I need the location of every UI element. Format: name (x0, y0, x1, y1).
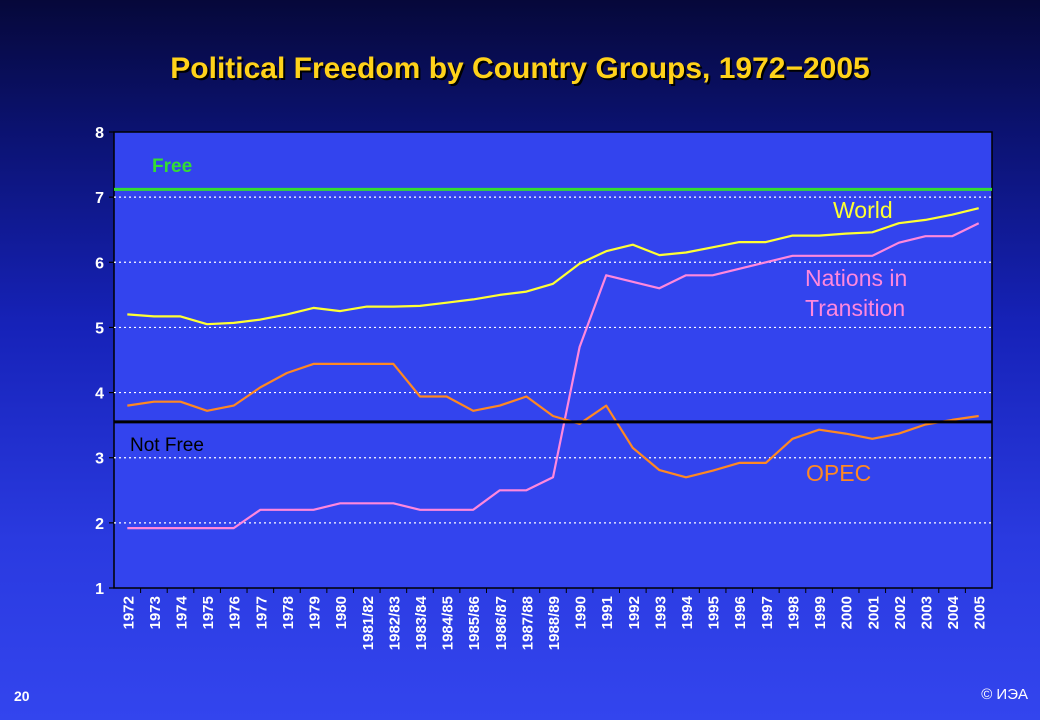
x-tick-label: 1976 (227, 596, 244, 629)
x-tick-label: 2001 (865, 596, 882, 629)
y-tick-label: 3 (95, 451, 104, 468)
x-tick-label: 1975 (200, 596, 217, 629)
x-tick-label: 1978 (280, 596, 297, 629)
x-tick-label: 1982/83 (386, 596, 403, 650)
y-tick-label: 8 (95, 125, 104, 142)
x-tick-label: 1983/84 (413, 595, 430, 650)
x-tick-label: 1997 (759, 596, 776, 629)
y-tick-label: 5 (95, 320, 104, 337)
series-label-opec: OPEC (806, 460, 871, 486)
x-tick-label: 1988/89 (546, 596, 563, 650)
x-tick-label: 1998 (785, 596, 802, 629)
y-tick-label: 1 (95, 581, 104, 598)
y-tick-label: 6 (95, 255, 104, 272)
y-tick-label: 7 (95, 190, 104, 207)
series-line-world (127, 207, 979, 326)
reference-label-free: Free (152, 156, 192, 177)
y-tick-label: 2 (95, 516, 104, 533)
page-number: 20 (14, 688, 30, 704)
x-tick-label: 1981/82 (360, 596, 377, 650)
series-label-nations-in-transition: Nations in (805, 265, 907, 291)
reference-label-not-free: Not Free (130, 435, 204, 456)
x-tick-label: 1996 (732, 596, 749, 629)
x-tick-label: 1999 (812, 596, 829, 629)
x-tick-label: 1992 (626, 596, 643, 629)
x-tick-label: 2005 (972, 596, 989, 629)
x-tick-label: 1991 (599, 596, 616, 629)
copyright-notice: © ИЭА (981, 686, 1028, 703)
x-tick-label: 1973 (147, 596, 164, 629)
series-label-world: World (833, 197, 893, 223)
x-tick-label: 1979 (307, 596, 324, 629)
x-tick-label: 1986/87 (493, 596, 510, 650)
x-tick-label: 1994 (679, 595, 696, 629)
chart-title: Political Freedom by Country Groups, 197… (170, 52, 870, 85)
x-tick-label: 2004 (945, 595, 962, 629)
x-tick-label: 1995 (706, 596, 723, 629)
x-tick-label: 2000 (839, 596, 856, 629)
x-tick-label: 1980 (333, 596, 350, 629)
plot-area (113, 131, 993, 589)
x-tick-label: 1977 (253, 596, 270, 629)
series-label-nations-in-transition: Transition (805, 295, 905, 321)
x-tick-label: 1990 (573, 596, 590, 629)
x-tick-label: 1974 (174, 595, 191, 629)
series-line-opec (127, 362, 979, 479)
x-tick-label: 2003 (918, 596, 935, 629)
x-tick-label: 1984/85 (440, 596, 457, 650)
x-tick-label: 2002 (892, 596, 909, 629)
series-line-nations-in-transition (127, 222, 980, 530)
x-tick-label: 1987/88 (519, 596, 536, 650)
x-tick-label: 1985/86 (466, 596, 483, 650)
x-tick-label: 1972 (120, 596, 137, 629)
x-tick-label: 1993 (652, 596, 669, 629)
y-tick-label: 4 (95, 386, 104, 403)
